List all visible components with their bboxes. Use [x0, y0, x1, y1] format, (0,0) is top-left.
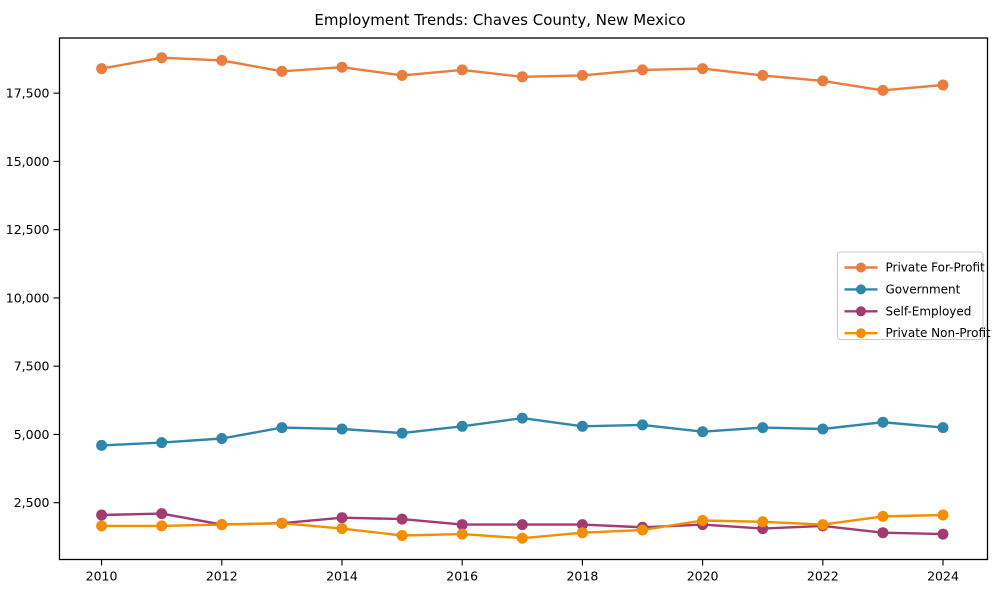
y-axis: 2,500 5,000 7,500 10,000 12,500 15,000 17,500 — [6, 86, 60, 510]
x-tick-label: 2020 — [687, 569, 719, 584]
data-point-private-non-profit — [216, 519, 228, 531]
legend-marker — [856, 306, 866, 317]
data-point-self-employed — [336, 512, 348, 524]
legend-entry-self-employed: Self-Employed — [844, 304, 972, 318]
data-point-private-for-profit — [576, 69, 588, 81]
data-point-government — [456, 420, 468, 432]
x-tick-label: 2016 — [446, 569, 478, 584]
legend-marker — [856, 328, 866, 339]
data-point-self-employed — [576, 519, 588, 531]
data-point-private-non-profit — [937, 509, 949, 521]
data-point-private-for-profit — [276, 65, 288, 77]
chart-title: Employment Trends: Chaves County, New Me… — [314, 11, 686, 29]
data-point-private-for-profit — [96, 63, 108, 75]
data-point-government — [156, 437, 168, 449]
y-tick-label: 7,500 — [14, 359, 50, 374]
x-tick-label: 2018 — [566, 569, 598, 584]
data-point-private-non-profit — [637, 524, 648, 536]
x-tick-label: 2014 — [326, 569, 358, 584]
data-point-private-non-profit — [96, 520, 108, 532]
data-point-self-employed — [96, 509, 108, 521]
data-point-private-for-profit — [216, 54, 228, 66]
data-point-private-for-profit — [877, 84, 889, 96]
data-point-government — [396, 427, 408, 439]
data-point-self-employed — [456, 519, 468, 531]
data-point-private-for-profit — [516, 71, 528, 83]
plot-frame — [58, 37, 989, 561]
data-point-government — [637, 419, 648, 431]
data-point-private-non-profit — [817, 519, 829, 531]
data-point-government — [817, 423, 829, 435]
legend-marker — [856, 284, 866, 295]
legend-entry-private-for-profit: Private For-Profit — [844, 261, 986, 275]
x-axis: 2010 2012 2014 2016 2018 2020 2022 2024 — [86, 559, 959, 584]
data-point-private-for-profit — [817, 75, 829, 87]
data-point-government — [336, 423, 348, 435]
data-point-self-employed — [877, 527, 889, 539]
data-point-private-for-profit — [637, 64, 648, 76]
series-private-for-profit — [96, 52, 949, 96]
data-point-private-non-profit — [516, 532, 528, 544]
y-tick-label: 15,000 — [6, 154, 50, 169]
y-tick-label: 5,000 — [14, 427, 50, 442]
data-point-private-non-profit — [336, 523, 348, 535]
data-point-private-non-profit — [156, 520, 168, 532]
legend-label: Private Non-Profit — [886, 326, 992, 340]
x-tick-label: 2024 — [927, 569, 959, 584]
y-tick-label: 12,500 — [6, 222, 50, 237]
data-point-private-for-profit — [156, 52, 168, 64]
x-tick-label: 2022 — [807, 569, 839, 584]
data-point-private-non-profit — [877, 510, 889, 522]
legend-label: Government — [886, 282, 961, 296]
data-point-government — [576, 420, 588, 432]
data-point-self-employed — [516, 519, 528, 531]
y-tick-label: 17,500 — [6, 86, 50, 101]
x-tick-label: 2010 — [86, 569, 118, 584]
series-government — [96, 412, 949, 451]
data-point-private-non-profit — [697, 515, 709, 526]
legend-entry-government: Government — [844, 282, 961, 296]
y-tick-label: 2,500 — [14, 495, 50, 510]
data-point-private-for-profit — [336, 61, 348, 73]
y-tick-label: 10,000 — [6, 290, 50, 305]
data-point-private-for-profit — [456, 64, 468, 76]
data-point-government — [937, 422, 949, 434]
legend-label: Self-Employed — [886, 304, 972, 318]
legend-label: Private For-Profit — [886, 261, 986, 275]
data-point-self-employed — [396, 513, 408, 525]
data-point-private-for-profit — [937, 79, 949, 91]
series-private-non-profit — [96, 509, 949, 544]
data-point-private-for-profit — [396, 69, 408, 81]
data-point-government — [757, 422, 769, 434]
legend: Private For-Profit Government Self-Employe… — [837, 251, 992, 340]
data-point-government — [877, 416, 889, 428]
data-point-private-for-profit — [697, 63, 709, 75]
legend-marker — [856, 262, 866, 273]
data-point-government — [697, 426, 709, 438]
data-point-private-non-profit — [396, 530, 408, 541]
data-point-government — [276, 422, 288, 434]
data-point-self-employed — [937, 528, 949, 540]
data-point-private-non-profit — [757, 516, 769, 528]
data-point-private-non-profit — [276, 517, 288, 529]
data-point-government — [216, 433, 228, 444]
legend-box — [837, 251, 984, 340]
data-point-self-employed — [156, 508, 168, 520]
data-point-private-non-profit — [456, 528, 468, 540]
data-point-government — [96, 439, 108, 451]
legend-entry-private-non-profit: Private Non-Profit — [844, 326, 992, 340]
data-point-private-non-profit — [576, 527, 588, 539]
x-tick-label: 2012 — [206, 569, 238, 584]
data-point-private-for-profit — [757, 69, 769, 81]
data-point-government — [516, 412, 528, 424]
